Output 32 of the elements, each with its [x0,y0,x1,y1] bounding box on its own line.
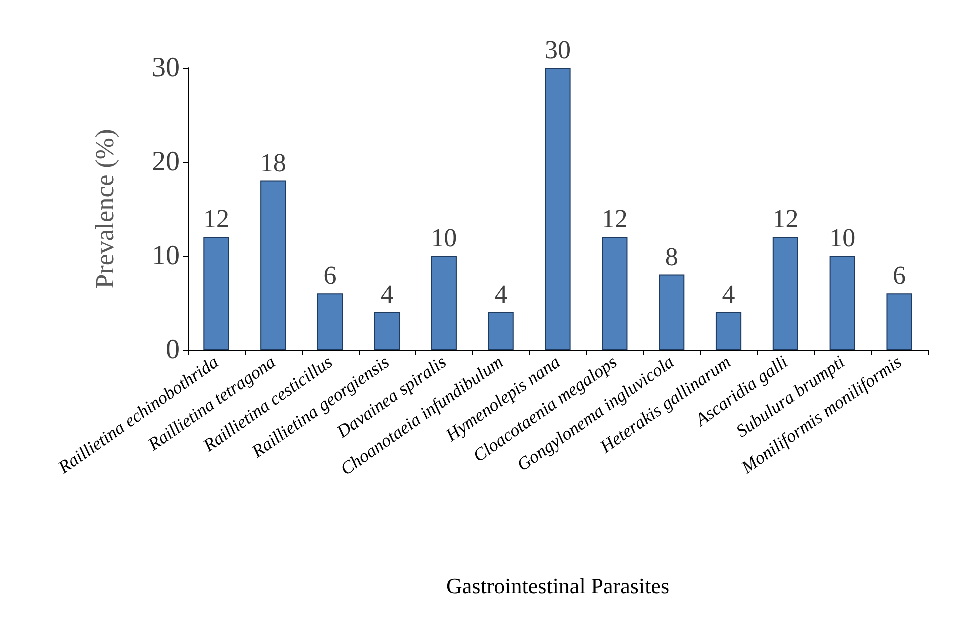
bar [830,256,856,350]
bar [431,256,457,350]
data-label: 10 [431,224,458,252]
bar [374,312,400,350]
bar [659,274,685,350]
bar [545,68,571,350]
data-label: 4 [722,280,736,309]
y-axis-title: Prevalence (%) [90,129,120,289]
data-label: 8 [665,242,678,272]
data-label: 18 [260,148,286,178]
bar [204,237,230,350]
data-label: 4 [494,280,508,309]
x-axis-title: Gastrointestinal Parasites [446,574,670,598]
data-label: 6 [324,261,337,290]
data-label: 10 [830,224,856,252]
bar [886,294,912,350]
y-tick-label: 0 [166,334,180,366]
data-label: 30 [545,36,571,64]
bar [260,180,286,350]
data-label: 6 [893,261,906,290]
y-tick-label: 20 [152,146,180,178]
bar [602,237,628,350]
bar [488,312,514,350]
data-label: 12 [772,204,799,234]
bar [318,294,344,350]
y-tick-label: 30 [152,52,180,84]
y-tick-label: 10 [152,240,180,272]
data-label: 12 [203,204,230,234]
bar [772,237,798,350]
bar [716,312,742,350]
data-label: 12 [602,204,628,234]
data-label: 4 [380,280,394,309]
